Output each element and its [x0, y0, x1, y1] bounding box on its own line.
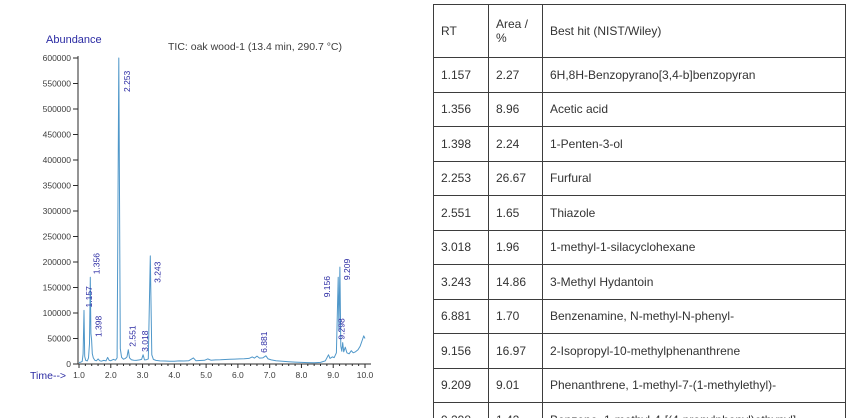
peak-label: 2.551 — [127, 325, 137, 347]
cell-area: 14.86 — [488, 264, 543, 300]
cell-rt: 3.243 — [433, 264, 489, 300]
table-row: 1.157 2.27 6H,8H-Benzopyrano[3,4-b]benzopy… — [433, 57, 846, 93]
cell-area: 1.65 — [488, 195, 543, 231]
cell-rt: 1.157 — [433, 57, 489, 93]
x-tick-label: 7.0 — [264, 370, 276, 380]
cell-compound: 1-methyl-1-silacyclohexane — [542, 229, 846, 265]
cell-compound: Benzenamine, N-methyl-N-phenyl- — [542, 298, 846, 334]
table-row: 2.253 26.67 Furfural — [433, 160, 846, 196]
peak-label: 2.253 — [122, 70, 132, 92]
cell-rt: 9.298 — [433, 402, 489, 418]
x-tick-label: 10.0 — [357, 370, 374, 380]
cell-compound: 3-Methyl Hydantoin — [542, 264, 846, 300]
peak-table-panel: RT Area / % Best hit (NIST/Wiley) 1.157 2.2… — [433, 4, 847, 418]
table-row: 3.243 14.86 3-Methyl Hydantoin — [433, 264, 846, 300]
y-tick-label: 400000 — [43, 155, 72, 165]
y-axis-title: Abundance — [46, 34, 102, 46]
cell-area: 1.70 — [488, 298, 543, 334]
cell-area: 1.42 — [488, 402, 543, 418]
trace-group — [78, 57, 366, 364]
peak-table: RT Area / % Best hit (NIST/Wiley) 1.157 2.2… — [433, 4, 846, 418]
cell-rt: 3.018 — [433, 229, 489, 265]
y-tick-label: 550000 — [43, 79, 72, 89]
y-tick-label: 350000 — [43, 181, 72, 191]
peak-label: 6.881 — [259, 331, 269, 353]
table-row: 6.881 1.70 Benzenamine, N-methyl-N-phenyl- — [433, 298, 846, 334]
x-tick-label: 1.0 — [73, 370, 85, 380]
chart-title: TIC: oak wood-1 (13.4 min, 290.7 °C) — [168, 41, 342, 53]
cell-rt: 1.398 — [433, 126, 489, 162]
cell-compound: Furfural — [542, 160, 846, 196]
cell-area: 26.67 — [488, 160, 543, 196]
table-row: 1.356 8.96 Acetic acid — [433, 91, 846, 127]
cell-rt: 9.209 — [433, 367, 489, 403]
y-tick-label: 100000 — [43, 308, 72, 318]
x-tick-label: 8.0 — [296, 370, 308, 380]
table-row: 9.209 9.01 Phenanthrene, 1-methyl-7-(1-met… — [433, 367, 846, 403]
table-header-row: RT Area / % Best hit (NIST/Wiley) — [433, 4, 846, 58]
y-tick-label: 600000 — [43, 53, 72, 63]
x-tick-label: 5.0 — [200, 370, 212, 380]
y-tick-label: 300000 — [43, 206, 72, 216]
cell-area: 2.27 — [488, 57, 543, 93]
cell-compound: Acetic acid — [542, 91, 846, 127]
tic-trace — [78, 57, 366, 364]
cell-rt: 9.156 — [433, 333, 489, 369]
peak-label: 3.018 — [140, 330, 150, 352]
chromatogram-panel: Abundance TIC: oak wood-1 (13.4 min, 290… — [30, 34, 374, 382]
x-axis-title: Time--> — [30, 370, 66, 382]
peak-label: 1.398 — [94, 315, 104, 337]
table-row: 3.018 1.96 1-methyl-1-silacyclohexane — [433, 229, 846, 265]
peak-label: 1.157 — [84, 286, 94, 308]
cell-compound: Benzene, 1-methyl-4-[(4-propylphenyl)eth… — [542, 402, 846, 418]
y-tick-label: 500000 — [43, 104, 72, 114]
tic-chromatogram: Abundance TIC: oak wood-1 (13.4 min, 290… — [30, 34, 374, 382]
cell-rt: 6.881 — [433, 298, 489, 334]
table-row: 1.398 2.24 1-Penten-3-ol — [433, 126, 846, 162]
peak-label: 9.298 — [337, 318, 347, 340]
cell-compound: 6H,8H-Benzopyrano[3,4-b]benzopyran — [542, 57, 846, 93]
peak-label: 9.209 — [342, 259, 352, 281]
cell-rt: 1.356 — [433, 91, 489, 127]
peak-labels: 1.157 1.356 1.398 2.253 2.551 3.018 3.243 6.881… — [84, 70, 352, 352]
table-row: 9.2981.42Benzene, 1-methyl-4-[(4-propylp… — [433, 402, 846, 418]
peak-label: 3.243 — [152, 261, 162, 283]
y-tick-label: 150000 — [43, 283, 72, 293]
cell-compound: Thiazole — [542, 195, 846, 231]
y-tick-label: 200000 — [43, 257, 72, 267]
x-tick-label: 2.0 — [105, 370, 117, 380]
cell-area: 9.01 — [488, 367, 543, 403]
x-tick-label: 4.0 — [168, 370, 180, 380]
table-row: 9.156 16.97 2-Isopropyl-10-methylphenanthr… — [433, 333, 846, 369]
cell-area: 1.96 — [488, 229, 543, 265]
axes: 0 50000 100000 150000 200000 250000 300000 3500… — [43, 53, 374, 380]
peak-label: 1.356 — [91, 253, 101, 275]
y-tick-label: 450000 — [43, 130, 72, 140]
table-row: 2.551 1.65 Thiazole — [433, 195, 846, 231]
cell-area: 8.96 — [488, 91, 543, 127]
peak-label: 9.156 — [322, 276, 332, 298]
x-tick-label: 3.0 — [137, 370, 149, 380]
cell-rt: 2.551 — [433, 195, 489, 231]
y-tick-label: 50000 — [47, 334, 71, 344]
cell-area: 16.97 — [488, 333, 543, 369]
y-tick-label: 250000 — [43, 232, 72, 242]
cell-compound: Phenanthrene, 1-methyl-7-(1-methylethyl)… — [542, 367, 846, 403]
x-tick-label: 6.0 — [232, 370, 244, 380]
x-tick-label: 9.0 — [327, 370, 339, 380]
col-header-best-hit: Best hit (NIST/Wiley) — [542, 4, 846, 58]
cell-area: 2.24 — [488, 126, 543, 162]
y-tick-label: 0 — [66, 359, 71, 369]
cell-rt: 2.253 — [433, 160, 489, 196]
col-header-area: Area / % — [488, 4, 543, 58]
cell-compound: 2-Isopropyl-10-methylphenanthrene — [542, 333, 846, 369]
cell-compound: 1-Penten-3-ol — [542, 126, 846, 162]
col-header-rt: RT — [433, 4, 489, 58]
